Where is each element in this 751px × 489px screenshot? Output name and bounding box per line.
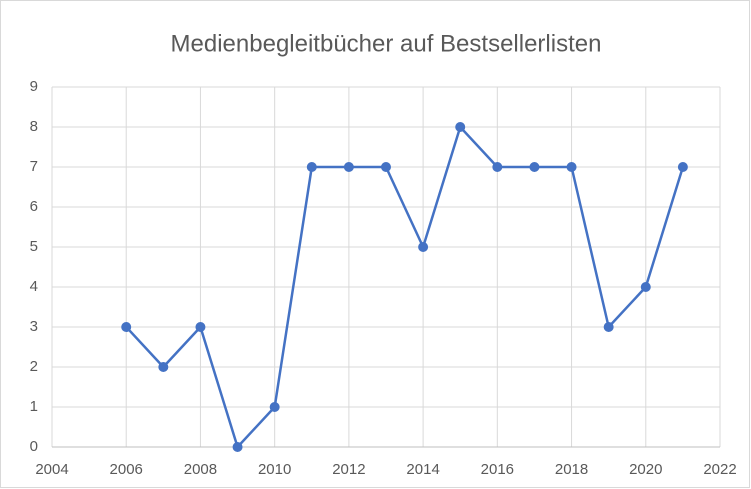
point: [418, 242, 429, 252]
x-tick-label: 2004: [35, 461, 68, 478]
x-tick-label: 2020: [629, 461, 662, 478]
x-tick-label: 2022: [703, 461, 736, 478]
point: [269, 402, 280, 412]
y-tick-label: 4: [30, 278, 38, 295]
point: [640, 282, 651, 292]
point: [195, 322, 206, 332]
x-tick-label: 2014: [406, 461, 439, 478]
x-tick-label: 2012: [332, 461, 365, 478]
chart-title: Medienbegleitbücher auf Bestsellerlisten: [171, 30, 602, 57]
point: [603, 322, 614, 332]
x-tick-label: 2018: [555, 461, 588, 478]
y-tick-label: 9: [30, 78, 38, 95]
point: [381, 162, 391, 172]
y-tick-label: 6: [30, 198, 38, 215]
point: [343, 162, 354, 172]
y-tick-label: 5: [30, 238, 38, 255]
point: [158, 362, 169, 372]
point: [232, 442, 243, 452]
point: [306, 162, 317, 172]
y-tick-label: 1: [30, 398, 38, 415]
x-tick-label: 2016: [481, 461, 514, 478]
x-tick-label: 2006: [110, 461, 143, 478]
y-tick-label: 7: [30, 158, 38, 175]
y-tick-label: 2: [30, 358, 38, 375]
point: [529, 162, 540, 172]
x-tick-label: 2008: [184, 461, 217, 478]
y-tick-label: 3: [30, 318, 38, 335]
point: [677, 162, 688, 172]
point: [455, 122, 466, 132]
x-tick-label: 2010: [258, 461, 291, 478]
point: [492, 162, 503, 172]
point: [121, 322, 132, 332]
y-tick-label: 8: [30, 118, 38, 135]
line: [125, 125, 685, 449]
point: [566, 162, 577, 172]
y-tick-label: 0: [30, 438, 38, 455]
